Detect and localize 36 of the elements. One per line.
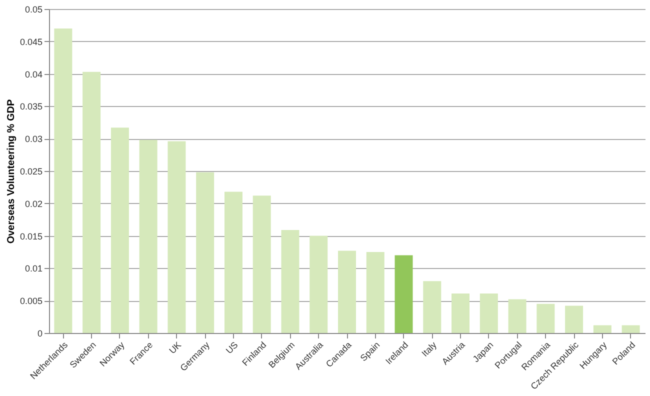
bar	[281, 230, 300, 333]
bar	[480, 293, 498, 333]
x-tick-label: UK	[167, 340, 184, 356]
bar	[536, 304, 555, 333]
bar	[366, 252, 384, 333]
x-tick-label: Italy	[420, 339, 439, 359]
y-tick-label: 0.035	[20, 102, 42, 112]
bar	[338, 250, 356, 333]
y-tick-label: 0.03	[24, 134, 42, 144]
x-tick-label: US	[224, 340, 240, 356]
bar	[139, 140, 158, 333]
y-tick-label: 0	[37, 328, 42, 338]
bar	[452, 293, 470, 333]
bar	[196, 172, 214, 333]
y-axis-title: Overseas Volunteering % GDP	[6, 99, 17, 244]
bar	[224, 192, 242, 333]
y-tick-label: 0.02	[24, 198, 42, 209]
y-tick-label: 0.04	[24, 69, 42, 80]
y-tick-label: 0.01	[24, 264, 42, 274]
bar	[508, 299, 526, 333]
bar	[394, 255, 413, 333]
bar	[310, 236, 328, 333]
y-tick-label: 0.005	[20, 296, 42, 306]
bar	[622, 325, 640, 333]
bar	[168, 141, 186, 333]
bar	[423, 281, 442, 333]
bar	[110, 128, 129, 333]
bar	[565, 306, 584, 333]
y-tick-label: 0.05	[24, 4, 42, 14]
y-tick-label: 0.015	[20, 231, 42, 242]
y-tick-label: 0.025	[20, 166, 42, 176]
y-tick-label: 0.045	[20, 36, 42, 47]
bar	[593, 325, 612, 333]
bar	[54, 28, 72, 333]
bar	[252, 196, 271, 333]
bar	[82, 72, 101, 333]
